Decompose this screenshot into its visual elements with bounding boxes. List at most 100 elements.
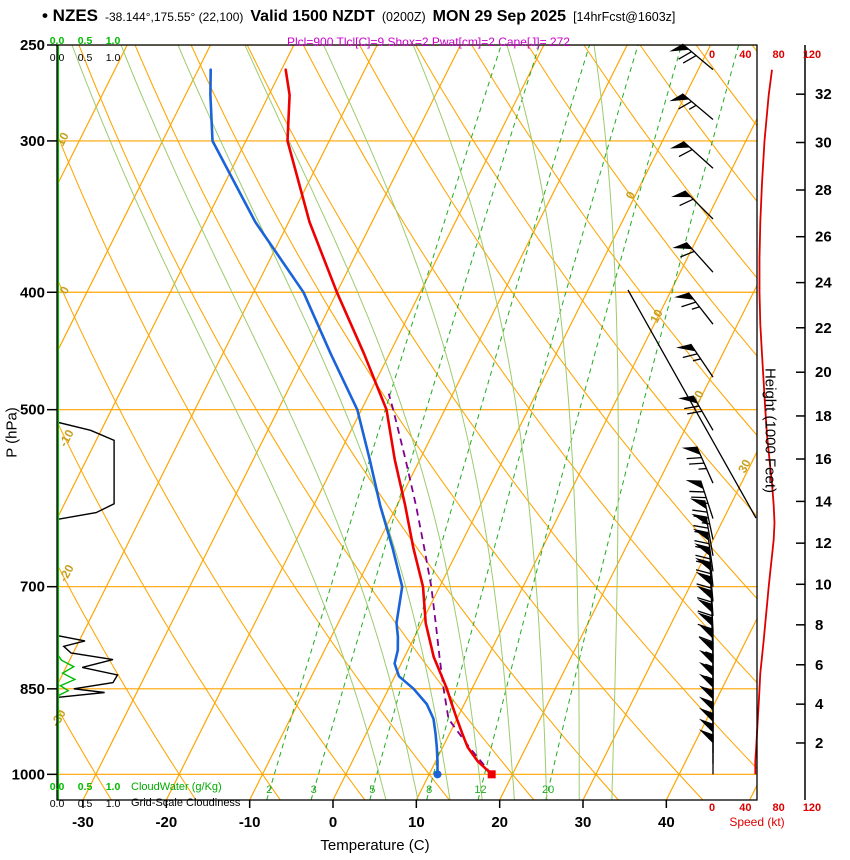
pressure-tick-label: 300 — [20, 133, 45, 150]
height-tick-label: 12 — [815, 535, 832, 552]
valid-date: MON 29 Sep 2025 — [432, 8, 567, 25]
pressure-tick-label: 250 — [20, 37, 45, 54]
valid-time: Valid 1500 NZDT — [250, 8, 375, 25]
speed-tick-label-top: 40 — [739, 49, 751, 61]
pressure-tick-label: 1000 — [12, 766, 45, 783]
height-tick-label: 20 — [815, 364, 832, 381]
height-tick-label: 16 — [815, 451, 832, 468]
cloudiness-scale-title: Grid-Scale Cloudiness — [131, 797, 241, 809]
temperature-tick-label: 0 — [329, 814, 337, 831]
height-tick-label: 6 — [815, 657, 823, 674]
grid-line-label: 30 — [735, 457, 754, 476]
height-tick-label: 8 — [815, 617, 823, 634]
cloudiness-line — [57, 45, 119, 798]
plot-border — [56, 44, 758, 801]
wind-barb — [674, 292, 714, 325]
speed-tick-label-top: 120 — [803, 49, 821, 61]
height-tick-label: 26 — [815, 229, 832, 246]
cloudiness-scale-top: 1.0 — [106, 52, 121, 64]
temperature-tick-label: 20 — [491, 814, 508, 831]
grid-line-label: 10 — [647, 307, 666, 326]
cloudwater-scale-top: 0.5 — [78, 35, 93, 47]
wind-barb — [685, 480, 714, 519]
pressure-tick-label: 700 — [20, 579, 45, 596]
wind-barb — [676, 343, 714, 378]
cloudwater-scale-top: 1.0 — [106, 35, 121, 47]
temperature-axis-title: Temperature (C) — [320, 837, 430, 854]
speed-line — [754, 69, 776, 775]
cloudiness-scale-bottom: 0.0 — [50, 798, 65, 810]
grid-line-label: 0 — [57, 284, 73, 297]
height-tick-label: 14 — [815, 493, 832, 510]
surface-dewpoint-marker — [433, 770, 442, 779]
speed-tick-label-top: 80 — [773, 49, 785, 61]
mixing-ratio-labels: 2 3 5 8 12 20 — [266, 784, 554, 796]
mixing-ratio-label: 5 — [369, 784, 375, 796]
profiles — [209, 68, 496, 779]
mixing-ratio-label: 3 — [311, 784, 317, 796]
temperature-line — [284, 68, 493, 776]
speed-tick-label-bottom: 40 — [739, 802, 751, 814]
station-id: • NZES — [42, 6, 99, 25]
wind-barb — [671, 190, 714, 220]
cloud-scales: 0.0 0.0 0.0 0.0 0.5 0.5 0.5 0.5 1.0 1.0 1.0 1.0 — [50, 35, 121, 810]
height-tick-label: 4 — [815, 696, 824, 713]
temperature-tick-label: 40 — [658, 814, 675, 831]
mixing-ratio-label: 8 — [426, 784, 432, 796]
forecast-tag: [14hrFcst@1603z] — [573, 10, 676, 24]
height-tick-label: 22 — [815, 320, 832, 337]
height-tick-label: 18 — [815, 408, 832, 425]
temperature-tick-label: -10 — [239, 814, 261, 831]
cloudiness-scale-top: 0.0 — [50, 52, 65, 64]
grid-line-label: 0 — [623, 189, 639, 202]
title-bar: • NZES -38.144°,175.55° (22,100) Valid 1… — [42, 6, 675, 26]
height-tick-label: 10 — [815, 576, 832, 593]
height-tick-label: 32 — [815, 86, 832, 103]
valid-utc: (0200Z) — [381, 10, 426, 24]
skewt-grid — [57, 45, 757, 800]
speed-axis: 0 0 40 40 80 80 120 120 — [709, 49, 821, 814]
speed-tick-label-bottom: 120 — [803, 802, 821, 814]
speed-axis-title: Speed (kt) — [729, 815, 785, 829]
height-tick-label: 28 — [815, 182, 832, 199]
cloudwater-scale-bottom: 1.0 — [106, 781, 121, 793]
speed-tick-label-bottom: 0 — [709, 802, 715, 814]
speed-tick-label-top: 0 — [709, 49, 715, 61]
surface-temp-marker — [487, 770, 496, 779]
temperature-tick-label: -30 — [72, 814, 94, 831]
temperature-tick-label: 10 — [408, 814, 425, 831]
cloudwater-line — [57, 45, 77, 798]
wind-barb — [681, 446, 714, 484]
grid-line-label: -10 — [56, 427, 77, 449]
cloudiness-scale-top: 0.5 — [78, 52, 93, 64]
cloudiness-scale-bottom: 1.0 — [106, 798, 121, 810]
cloudwater-scale-top: 0.0 — [50, 35, 65, 47]
wind-barb — [698, 729, 714, 775]
temperature-axis: -30 -20 -10 0 10 20 30 40 — [72, 800, 675, 831]
sounding-parameters: Plcl=900 Tlcl[C]=9 Shox=2 Pwat[cm]=2 Cap… — [287, 35, 570, 49]
mixing-ratio-label: 20 — [542, 784, 554, 796]
cloudwater-scale-title: CloudWater (g/Kg) — [131, 781, 222, 793]
grid-line-label: 10 — [53, 130, 72, 149]
cloudiness-scale-bottom: 0.5 — [78, 798, 93, 810]
wind-barb — [669, 43, 714, 71]
cloudwater-scale-bottom: 0.0 — [50, 781, 65, 793]
mixing-ratio-label: 12 — [474, 784, 486, 796]
wind-barbs — [669, 43, 714, 775]
wind-barb — [678, 395, 714, 431]
parcel-line — [387, 393, 493, 775]
temperature-tick-label: 30 — [575, 814, 592, 831]
dewpoint-line — [209, 68, 439, 776]
height-tick-label: 30 — [815, 135, 832, 152]
mixing-ratio-label: 2 — [266, 784, 272, 796]
reference-line — [627, 289, 757, 519]
pressure-axis: 250 300 400 500 700 850 1000 — [12, 37, 57, 783]
wind-barb — [672, 242, 714, 273]
pressure-axis-title: P (hPa) — [3, 407, 21, 458]
temperature-tick-label: -20 — [155, 814, 177, 831]
wind-barb — [669, 93, 714, 120]
cloud-profiles — [57, 45, 119, 800]
wind-barb — [670, 141, 714, 169]
